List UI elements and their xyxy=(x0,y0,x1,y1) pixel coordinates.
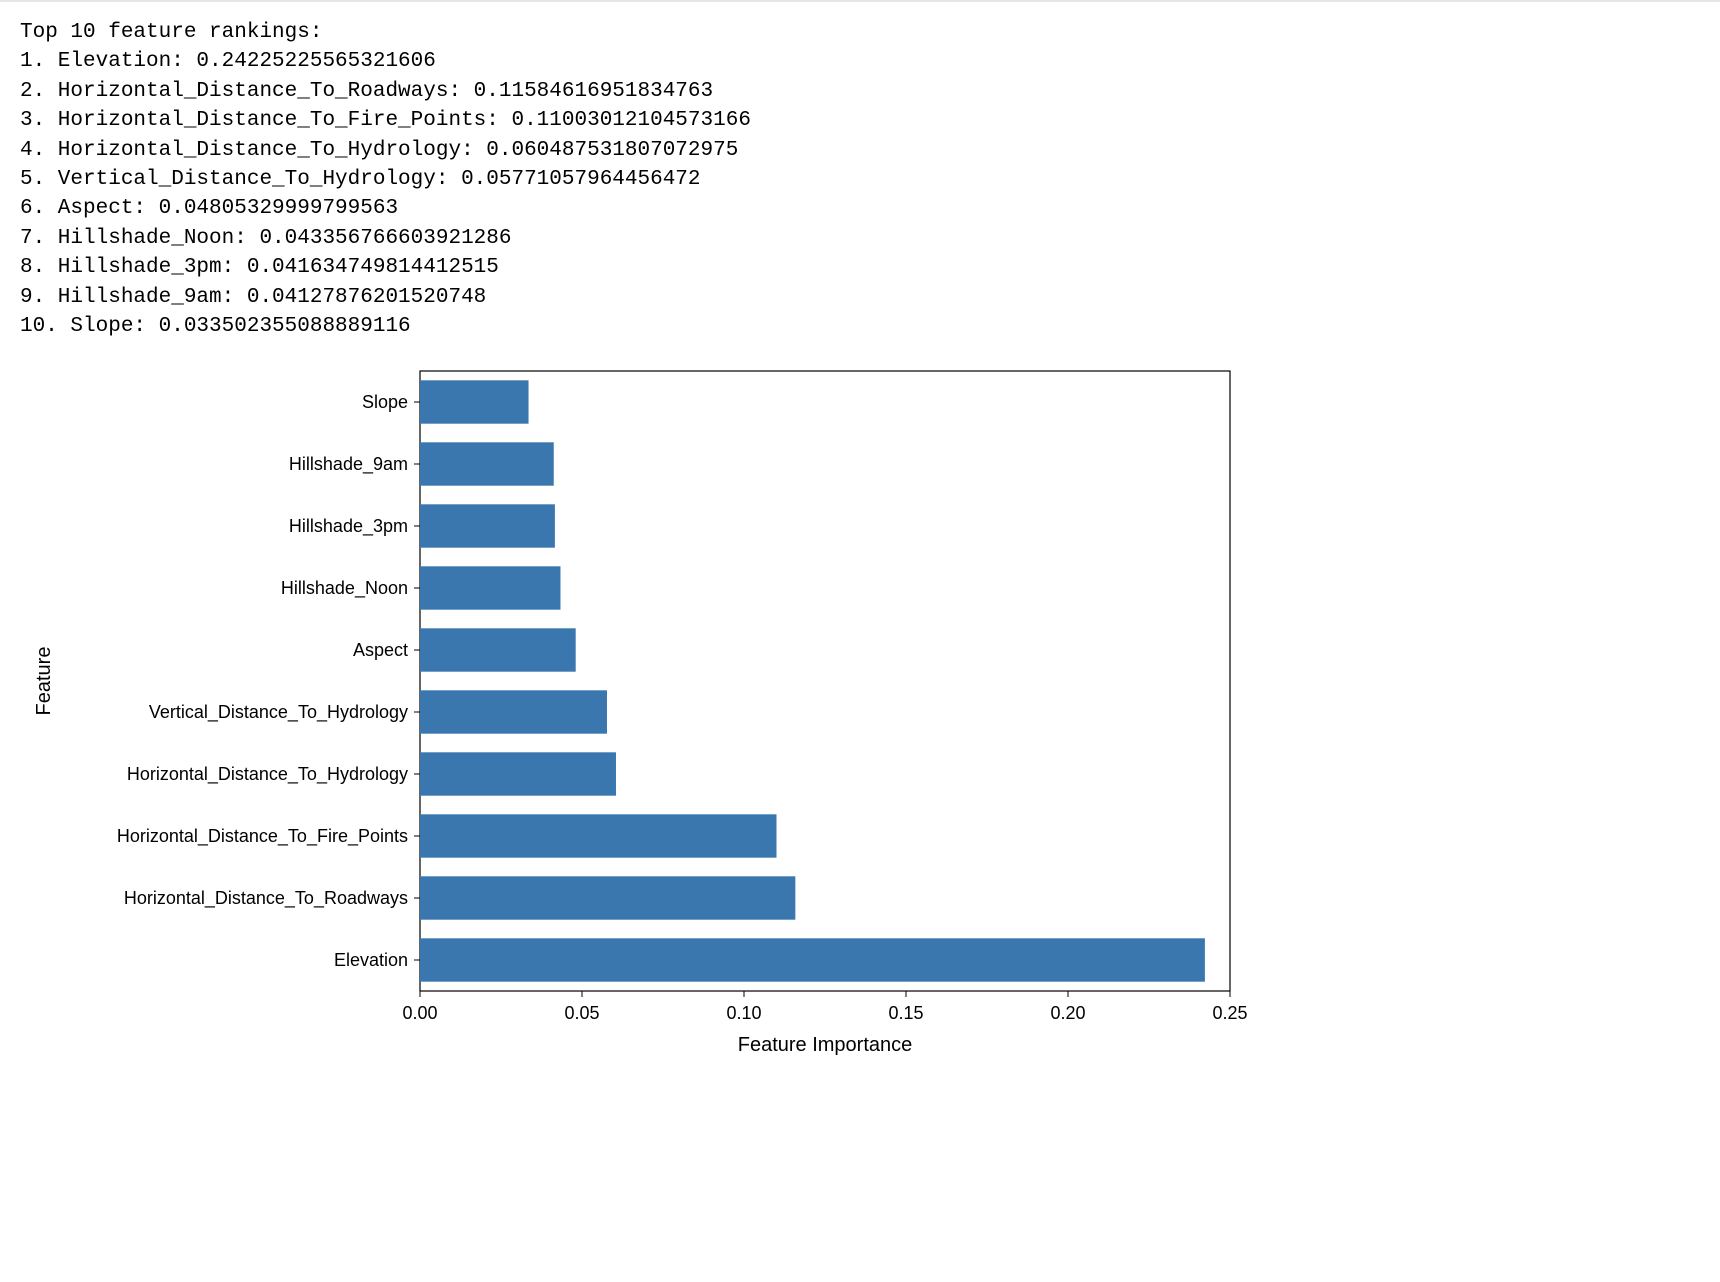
xtick-label: 0.05 xyxy=(564,1003,599,1023)
bar xyxy=(420,381,529,424)
y-axis-label: Feature xyxy=(33,647,55,716)
ytick-label: Horizontal_Distance_To_Fire_Points xyxy=(117,826,408,847)
bar xyxy=(420,505,555,548)
xtick-label: 0.15 xyxy=(888,1003,923,1023)
bar xyxy=(420,815,776,858)
bar xyxy=(420,567,560,610)
chart-container: Slope Hillshade_9am Hillshade_3pm Hillshade… xyxy=(20,351,1700,1071)
feature-importance-barh-chart: Slope Hillshade_9am Hillshade_3pm Hillshade… xyxy=(20,351,1260,1071)
bar xyxy=(420,443,554,486)
bar xyxy=(420,753,616,796)
feature-rankings-text: Top 10 feature rankings: 1. Elevation: 0… xyxy=(20,18,1700,341)
ytick-label: Horizontal_Distance_To_Roadways xyxy=(124,888,408,909)
xtick-label: 0.20 xyxy=(1050,1003,1085,1023)
bar xyxy=(420,629,576,672)
xtick-label: 0.10 xyxy=(726,1003,761,1023)
x-axis-label: Feature Importance xyxy=(738,1034,913,1056)
xtick-label: 0.00 xyxy=(402,1003,437,1023)
ytick-label: Vertical_Distance_To_Hydrology xyxy=(149,702,408,723)
ytick-label: Hillshade_3pm xyxy=(289,516,408,537)
xtick-label: 0.25 xyxy=(1212,1003,1247,1023)
ytick-label: Horizontal_Distance_To_Hydrology xyxy=(127,764,408,785)
ytick-label: Hillshade_Noon xyxy=(281,578,408,599)
ytick-label: Aspect xyxy=(353,640,408,660)
bar xyxy=(420,939,1205,982)
ytick-label: Hillshade_9am xyxy=(289,454,408,475)
ytick-label: Slope xyxy=(362,392,408,412)
bar xyxy=(420,691,607,734)
ytick-label: Elevation xyxy=(334,950,408,970)
page-root: Top 10 feature rankings: 1. Elevation: 0… xyxy=(0,0,1720,1282)
bar xyxy=(420,877,795,920)
